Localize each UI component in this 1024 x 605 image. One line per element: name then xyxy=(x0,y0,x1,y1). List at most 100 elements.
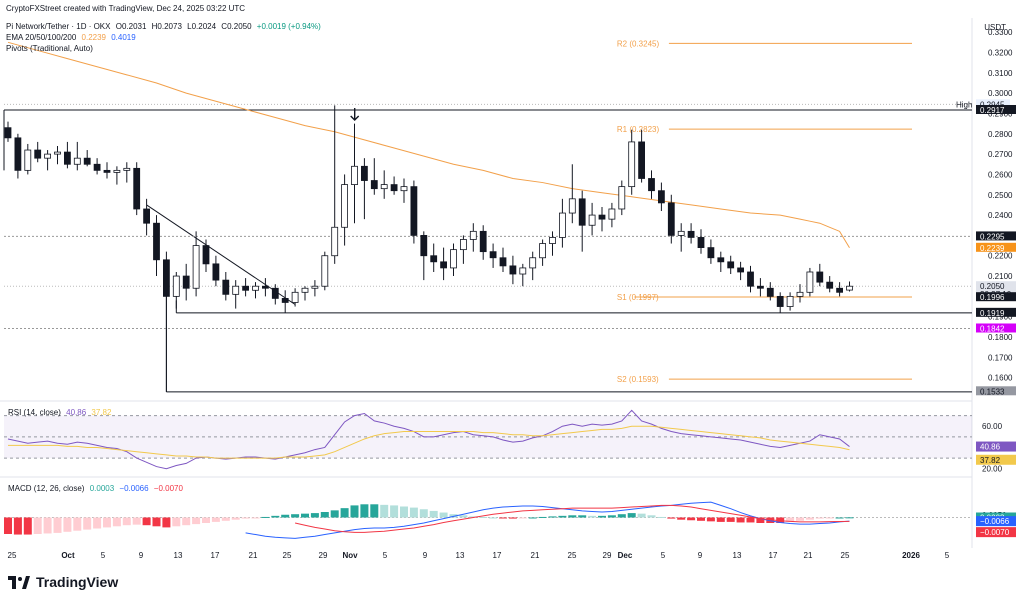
credit-text: CryptoFXStreet created with TradingView,… xyxy=(6,4,246,13)
macd-histogram-bar xyxy=(796,517,804,521)
candle-body xyxy=(153,222,160,261)
tradingview-logo[interactable]: TradingView xyxy=(8,574,118,590)
pivot-label-s2: S2 (0.1593) xyxy=(617,375,659,384)
y-tick-label: 0.3200 xyxy=(988,48,1013,57)
macd-histogram-bar xyxy=(845,517,854,519)
candle-body xyxy=(737,267,744,273)
macd-histogram-bar xyxy=(192,517,201,525)
macd-histogram-bar xyxy=(449,514,458,518)
macd-histogram-bar xyxy=(627,513,636,518)
macd-signal-tag: −0.0070 xyxy=(980,528,1010,537)
ema-value-1: 0.2239 xyxy=(81,33,106,42)
candle-body xyxy=(123,167,131,171)
candle-body xyxy=(836,287,843,293)
candle-body xyxy=(608,208,616,220)
candle-body xyxy=(370,180,378,190)
macd-histogram-bar xyxy=(409,507,418,518)
macd-histogram-bar xyxy=(825,517,834,519)
macd-histogram-bar xyxy=(756,517,765,523)
x-tick-label: 9 xyxy=(698,551,703,560)
symbol-name: Pi Network/Tether · 1D · OKX xyxy=(6,22,111,31)
macd-histogram-bar xyxy=(33,517,42,534)
candle-body xyxy=(410,186,418,236)
x-tick-label: Nov xyxy=(342,551,358,560)
y-tick-label: 0.2400 xyxy=(988,211,1013,220)
ema-legend[interactable]: EMA 20/50/100/200 0.2239 0.4019 xyxy=(6,33,139,42)
candle-body xyxy=(796,291,804,297)
x-tick-label: 21 xyxy=(531,551,540,560)
candle-body xyxy=(83,157,91,165)
x-tick-label: 21 xyxy=(249,551,258,560)
macd-histogram-bar xyxy=(320,512,329,518)
macd-histogram-bar xyxy=(132,517,141,525)
rsi-legend[interactable]: RSI (14, close) 40.86 37.82 xyxy=(8,408,114,417)
change-value: +0.0019 (+0.94%) xyxy=(256,22,321,31)
macd-histogram-bar xyxy=(23,517,32,535)
macd-histogram-bar xyxy=(766,517,775,523)
candle-body xyxy=(380,184,388,190)
open-value: O0.2031 xyxy=(115,22,147,31)
macd-histogram-bar xyxy=(122,517,131,526)
x-tick-label: 17 xyxy=(493,551,502,560)
symbol-legend[interactable]: Pi Network/Tether · 1D · OKX O0.2031 H0.… xyxy=(6,22,324,31)
y-tick-label: 0.2600 xyxy=(988,170,1013,179)
macd-histogram-bar xyxy=(805,517,814,520)
macd-histogram-bar xyxy=(548,516,557,518)
macd-legend[interactable]: MACD (12, 26, close) 0.0003 −0.0066 −0.0… xyxy=(8,484,186,493)
macd-histogram-bar xyxy=(4,517,12,534)
x-tick-label: 5 xyxy=(661,551,666,560)
macd-histogram-bar xyxy=(112,517,121,527)
price-tag-bg xyxy=(976,242,1016,252)
price-tag: 0.2295 xyxy=(980,232,1005,241)
macd-histogram-bar xyxy=(499,517,507,519)
macd-histogram-bar xyxy=(835,517,844,519)
macd-histogram-bar xyxy=(647,515,656,518)
candle-body xyxy=(568,198,576,214)
macd-histogram-bar xyxy=(281,514,290,518)
rsi-label: RSI (14, close) xyxy=(8,408,61,417)
macd-histogram-bar xyxy=(726,517,735,522)
macd-line-tag: −0.0066 xyxy=(980,517,1010,526)
macd-histogram-bar xyxy=(291,514,300,518)
candle-body xyxy=(459,239,467,251)
candle-body xyxy=(707,247,715,259)
price-tag-bg xyxy=(976,292,1016,302)
macd-histogram-bar xyxy=(330,510,339,518)
candle-body xyxy=(93,163,101,171)
macd-histogram-bar xyxy=(578,515,587,518)
x-tick-label: 13 xyxy=(174,551,183,560)
x-tick-label: Oct xyxy=(61,551,75,560)
macd-histogram-bar xyxy=(518,517,527,519)
rsi-tag: 40.86 xyxy=(980,443,1001,452)
candle-body xyxy=(271,287,279,299)
macd-histogram-bar xyxy=(469,516,478,518)
candle-body xyxy=(628,141,636,188)
candle-body xyxy=(34,149,42,159)
rsi-tag-bg xyxy=(976,441,1016,452)
downtrend-line xyxy=(146,204,296,305)
macd-histogram-bar xyxy=(152,517,161,527)
macd-histogram-bar xyxy=(301,513,309,518)
candle-body xyxy=(786,295,794,307)
macd-histogram-bar xyxy=(786,517,795,522)
macd-histogram-bar xyxy=(360,504,369,518)
pivot-label-r1: R1 (0.2823) xyxy=(617,125,660,134)
x-tick-label: 9 xyxy=(139,551,144,560)
pivots-legend[interactable]: Pivots (Traditional, Auto) xyxy=(6,44,96,53)
y-tick-label: 0.1900 xyxy=(988,313,1013,322)
candle-body xyxy=(846,285,853,291)
candle-body xyxy=(281,298,289,303)
macd-histogram-bar xyxy=(479,516,488,518)
candle-body xyxy=(420,235,428,257)
macd-histogram-bar xyxy=(429,510,438,518)
macd-histogram-bar xyxy=(538,516,547,518)
high-value: H0.2073 xyxy=(151,22,182,31)
price-tag-bg xyxy=(976,307,1016,317)
rsi-tick: 20.00 xyxy=(982,465,1003,474)
candle-body xyxy=(14,137,22,171)
macd-line-value: −0.0066 xyxy=(119,484,149,493)
candle-body xyxy=(192,245,200,289)
macd-histogram-bar xyxy=(815,517,824,519)
x-tick-label: 29 xyxy=(319,551,328,560)
